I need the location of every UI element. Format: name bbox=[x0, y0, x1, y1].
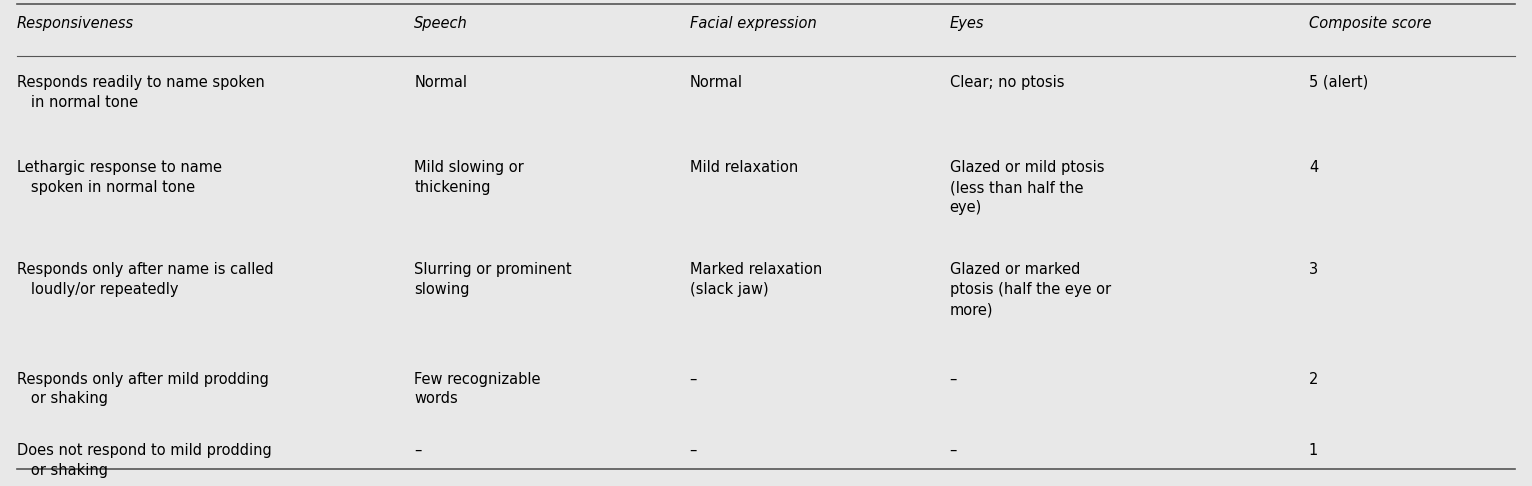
Text: –: – bbox=[414, 443, 421, 458]
Text: Slurring or prominent
slowing: Slurring or prominent slowing bbox=[414, 262, 571, 297]
Text: –: – bbox=[689, 372, 697, 386]
Text: Marked relaxation
(slack jaw): Marked relaxation (slack jaw) bbox=[689, 262, 821, 297]
Text: Facial expression: Facial expression bbox=[689, 16, 817, 31]
Text: Does not respond to mild prodding
   or shaking: Does not respond to mild prodding or sha… bbox=[17, 443, 271, 478]
Text: –: – bbox=[950, 443, 958, 458]
Text: Composite score: Composite score bbox=[1308, 16, 1431, 31]
Text: Responsiveness: Responsiveness bbox=[17, 16, 133, 31]
Text: Lethargic response to name
   spoken in normal tone: Lethargic response to name spoken in nor… bbox=[17, 160, 222, 195]
Text: Eyes: Eyes bbox=[950, 16, 984, 31]
Text: 1: 1 bbox=[1308, 443, 1318, 458]
Text: Mild slowing or
thickening: Mild slowing or thickening bbox=[414, 160, 524, 195]
Text: Clear; no ptosis: Clear; no ptosis bbox=[950, 75, 1065, 90]
Text: 5 (alert): 5 (alert) bbox=[1308, 75, 1368, 90]
Text: –: – bbox=[689, 443, 697, 458]
Text: Speech: Speech bbox=[414, 16, 469, 31]
Text: Normal: Normal bbox=[689, 75, 743, 90]
Text: –: – bbox=[950, 372, 958, 386]
Text: Glazed or mild ptosis
(less than half the
eye): Glazed or mild ptosis (less than half th… bbox=[950, 160, 1105, 215]
Text: Responds readily to name spoken
   in normal tone: Responds readily to name spoken in norma… bbox=[17, 75, 265, 110]
Text: 4: 4 bbox=[1308, 160, 1318, 175]
Text: Responds only after mild prodding
   or shaking: Responds only after mild prodding or sha… bbox=[17, 372, 268, 406]
Text: Glazed or marked
ptosis (half the eye or
more): Glazed or marked ptosis (half the eye or… bbox=[950, 262, 1111, 317]
Text: 2: 2 bbox=[1308, 372, 1318, 386]
Text: 3: 3 bbox=[1308, 262, 1318, 278]
Text: Few recognizable
words: Few recognizable words bbox=[414, 372, 541, 406]
Text: Normal: Normal bbox=[414, 75, 467, 90]
Text: Responds only after name is called
   loudly/or repeatedly: Responds only after name is called loudl… bbox=[17, 262, 273, 297]
Text: Mild relaxation: Mild relaxation bbox=[689, 160, 798, 175]
